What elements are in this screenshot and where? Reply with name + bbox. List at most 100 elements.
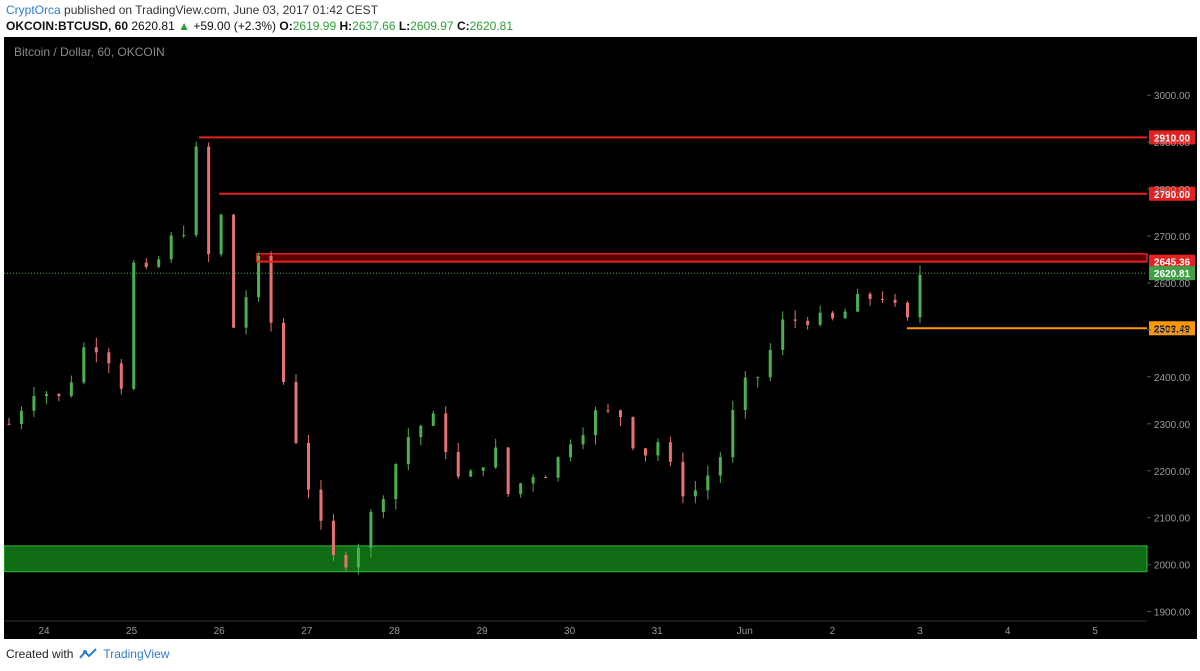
x-tick-label: 3 (917, 626, 923, 637)
candle-body (19, 410, 23, 424)
chart-title: Bitcoin / Dollar, 60, OKCOIN (14, 45, 165, 59)
last-price-label: 2620.81 (1154, 269, 1191, 280)
level-label-bg (1149, 321, 1195, 336)
close-label: C: (456, 19, 470, 33)
candle-body (306, 442, 310, 490)
candle-body (182, 235, 186, 237)
y-tick-label: 1900.00 (1154, 608, 1191, 619)
candle-body (244, 297, 248, 328)
candle-body (868, 293, 872, 299)
candle-body (32, 396, 36, 411)
candle-body (294, 382, 298, 443)
x-tick-label: 27 (301, 626, 313, 637)
candle-body (44, 393, 48, 397)
level-label: 2503.49 (1154, 324, 1191, 335)
y-tick-label: 2500.00 (1154, 326, 1191, 337)
candle-body (756, 377, 760, 379)
candle-body (219, 214, 223, 255)
y-tick-label: 2700.00 (1154, 232, 1191, 243)
candle-body (893, 299, 897, 303)
candle-body (431, 413, 435, 426)
candle-body (69, 382, 73, 396)
candle-body (331, 520, 335, 556)
candle-body (544, 477, 548, 479)
close-value: 2620.81 (469, 19, 514, 33)
candle-body (693, 490, 697, 497)
publish-text: published on TradingView.com, June 03, 2… (64, 3, 379, 17)
price-chart[interactable]: 2910.00 2790.00 2645.36 2503.49 2620.81 1900.… (4, 37, 1197, 639)
y-tick-label: 2600.00 (1154, 279, 1191, 290)
candle-body (369, 512, 373, 548)
tradingview-brand[interactable]: TradingView (103, 647, 170, 661)
candle-body (57, 393, 61, 396)
candle-body (781, 319, 785, 350)
candle-body (743, 377, 747, 411)
y-tick-label: 2200.00 (1154, 467, 1191, 478)
candle-body (194, 146, 198, 236)
open-label: O: (279, 19, 293, 33)
candle-body (232, 214, 236, 328)
candle-body (906, 302, 910, 318)
level-label: 2645.36 (1154, 258, 1191, 269)
x-tick-label: 4 (1005, 626, 1011, 637)
candle-body (806, 320, 810, 325)
candle-body (631, 417, 635, 449)
candle-body (594, 410, 598, 436)
level-label-bg (1149, 186, 1195, 201)
candle-body (831, 312, 835, 319)
low-value: 2609.97 (410, 19, 454, 33)
candle-body (481, 467, 485, 471)
chart-area[interactable]: 2910.00 2790.00 2645.36 2503.49 2620.81 1900.… (4, 37, 1197, 639)
candle-body (132, 262, 136, 389)
ticker-summary: OKCOIN:BTCUSD, 60 2620.81 ▲ +59.00 (+2.3… (6, 19, 513, 33)
candle-body (643, 448, 647, 456)
candle-body (556, 457, 560, 478)
candle-body (581, 435, 585, 445)
low-label: L: (398, 19, 411, 33)
candle-body (356, 547, 360, 568)
candle-body (818, 312, 822, 325)
candle-body (469, 470, 473, 477)
candle-body (606, 410, 610, 412)
candle-body (344, 555, 348, 568)
x-tick-label: 5 (1092, 626, 1098, 637)
candle-body (506, 447, 510, 494)
x-tick-label: 28 (389, 626, 401, 637)
tradingview-logo-icon[interactable] (79, 648, 98, 660)
candle-body (731, 410, 735, 458)
x-tick-label: 31 (652, 626, 664, 637)
candle-body (444, 413, 448, 452)
y-tick-label: 2800.00 (1154, 185, 1191, 196)
candle-body (918, 274, 922, 318)
resistance-zone (256, 253, 1148, 263)
candle-body (381, 498, 385, 513)
price-change: +59.00 (+2.3%) (193, 19, 277, 33)
level-label: 2790.00 (1154, 190, 1191, 201)
author-link[interactable]: CryptOrca (6, 3, 61, 17)
last-price-label-bg (1149, 266, 1195, 281)
candle-body (7, 423, 11, 425)
candle-body (569, 444, 573, 458)
symbol-label: OKCOIN:BTCUSD, 60 (6, 19, 129, 33)
high-value: 2637.66 (352, 19, 396, 33)
footer: Created with TradingView (6, 647, 169, 661)
x-tick-label: 30 (564, 626, 576, 637)
candle-body (681, 461, 685, 497)
candle-body (656, 442, 660, 456)
y-tick-label: 2900.00 (1154, 138, 1191, 149)
y-tick-label: 2400.00 (1154, 373, 1191, 384)
candle-body (456, 451, 460, 477)
candle-body (618, 410, 622, 418)
publish-info: CryptOrca published on TradingView.com, … (6, 3, 378, 17)
candle-body (856, 293, 860, 312)
candle-body (706, 475, 710, 491)
candle-body (144, 262, 148, 267)
candle-body (718, 457, 722, 476)
open-value: 2619.99 (292, 19, 337, 33)
candle-body (668, 442, 672, 462)
candle-body (881, 298, 885, 300)
candle-body (531, 477, 535, 484)
candle-body (94, 347, 98, 353)
y-tick-label: 2100.00 (1154, 514, 1191, 525)
candle-body (406, 437, 410, 465)
